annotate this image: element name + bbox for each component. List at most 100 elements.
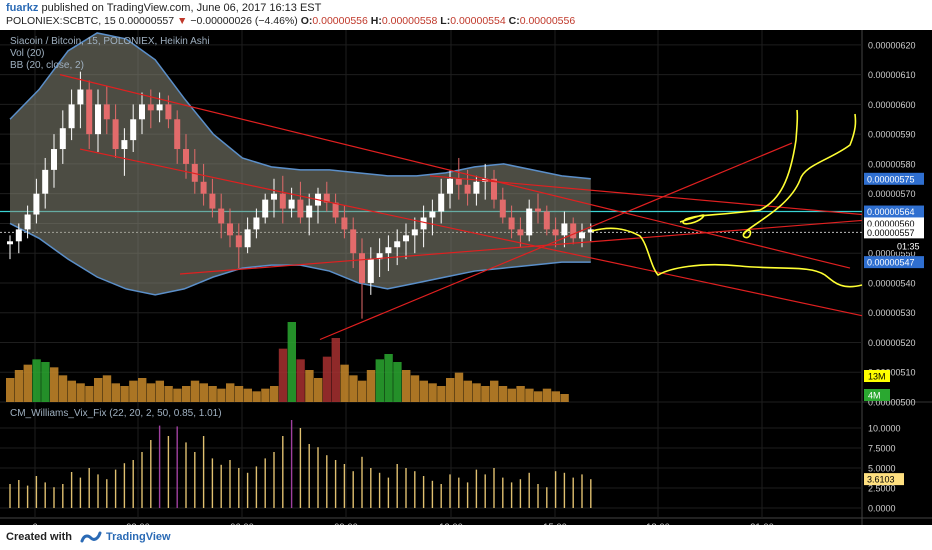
volume-bar bbox=[375, 359, 384, 402]
volume-bar bbox=[120, 386, 129, 402]
candle-body bbox=[306, 205, 313, 218]
volume-bar bbox=[551, 391, 560, 402]
series-title: Siacoin / Bitcoin, 15, POLONIEX, Heikin … bbox=[10, 36, 210, 47]
published-text: published on TradingView.com, June 06, 2… bbox=[38, 2, 322, 14]
candle-body bbox=[147, 104, 154, 111]
volume-bar bbox=[76, 383, 85, 402]
candle-body bbox=[183, 149, 189, 164]
bb-legend: BB (20, close, 2) bbox=[10, 60, 84, 71]
level-price-tag: 0.00000564 bbox=[867, 207, 915, 217]
volume-bar bbox=[481, 386, 490, 402]
candle-body bbox=[209, 193, 216, 209]
freehand-stroke bbox=[742, 113, 857, 239]
chart-svg[interactable]: 0.00000620 0.00000610 0.00000600 0.00000590… bbox=[0, 30, 932, 533]
volume-bar bbox=[41, 362, 50, 402]
candle-body bbox=[499, 199, 506, 218]
volume-bar bbox=[454, 372, 464, 402]
publish-line: fuarkz published on TradingView.com, Jun… bbox=[6, 2, 321, 14]
volume-bar bbox=[164, 386, 173, 402]
author-link[interactable]: fuarkz bbox=[6, 2, 39, 14]
volume-bar bbox=[314, 378, 323, 402]
volume-bar bbox=[358, 380, 367, 402]
candle-body bbox=[15, 229, 22, 242]
candle-body bbox=[552, 229, 559, 236]
volume-bar bbox=[437, 386, 446, 402]
volume-bar bbox=[270, 386, 279, 402]
volume-bar bbox=[305, 370, 314, 402]
vix-last-value: 3.6103 bbox=[867, 475, 895, 485]
candle-body bbox=[429, 211, 436, 218]
volume-bar bbox=[234, 386, 244, 402]
candle-body bbox=[7, 241, 13, 245]
countdown-label: 01:35 bbox=[897, 241, 920, 251]
candle-body bbox=[271, 193, 277, 200]
price-tick-label: 0.00000610 bbox=[868, 70, 916, 80]
volume-bar bbox=[199, 383, 208, 402]
volume-bar bbox=[278, 348, 288, 402]
volume-bar bbox=[428, 383, 437, 402]
open-value: 0.00000556 bbox=[312, 15, 368, 27]
chart-canvas[interactable]: 0.00000620 0.00000610 0.00000600 0.00000590… bbox=[0, 30, 932, 533]
price-tick-label: 0.00000520 bbox=[868, 338, 916, 348]
candle-body bbox=[33, 193, 40, 215]
candle-body bbox=[332, 202, 339, 218]
volume-label-bg bbox=[864, 389, 890, 401]
volume-bar bbox=[14, 370, 24, 402]
candle-body bbox=[350, 229, 357, 254]
candle-body bbox=[112, 119, 119, 150]
volume-bar bbox=[182, 386, 191, 402]
volume-bar bbox=[410, 375, 420, 402]
bb-mid-price-tag: 0.00000560 bbox=[867, 219, 915, 229]
volume-bar bbox=[243, 388, 252, 402]
volume-bar bbox=[296, 359, 305, 402]
candle-body bbox=[359, 253, 365, 283]
volume-bar bbox=[252, 391, 261, 402]
candle-body bbox=[191, 163, 198, 182]
price-change: −0.00000026 (−4.46%) bbox=[190, 15, 298, 27]
level-price-tag-bg bbox=[864, 205, 924, 218]
volume-bar bbox=[111, 383, 120, 402]
volume-bar bbox=[94, 378, 103, 402]
candle-body bbox=[253, 217, 260, 230]
candle-body bbox=[491, 178, 497, 200]
high-label: H: bbox=[370, 15, 382, 27]
symbol-interval: POLONIEX:SCBTC, 15 bbox=[6, 15, 116, 27]
volume-bar bbox=[349, 375, 358, 402]
volume-bar bbox=[129, 380, 138, 402]
candle-body bbox=[579, 232, 585, 239]
candle-body bbox=[367, 259, 374, 283]
candle-body bbox=[411, 229, 418, 236]
volume-bar bbox=[516, 386, 525, 402]
price-tick-label: 0.00000500 bbox=[868, 398, 916, 408]
price-tick-label: 0.00000620 bbox=[868, 40, 916, 50]
volume-bar bbox=[138, 378, 147, 402]
volume-bar bbox=[102, 375, 112, 402]
last-price-tag: 0.00000557 bbox=[867, 228, 915, 238]
candle-body bbox=[86, 89, 93, 135]
volume-bar bbox=[208, 386, 217, 402]
candle-body bbox=[235, 235, 242, 248]
open-label: O: bbox=[300, 15, 313, 27]
vix-tick-label: 5.0000 bbox=[868, 464, 896, 474]
candle-body bbox=[174, 119, 181, 150]
candle-body bbox=[587, 229, 594, 233]
bb-upper-price-tag: 0.00000575 bbox=[867, 174, 915, 184]
candle-body bbox=[288, 199, 295, 209]
volume-bar bbox=[498, 386, 508, 402]
candle-body bbox=[130, 119, 137, 141]
vix-tick-label: 0.0000 bbox=[868, 504, 896, 514]
bb-lower-price-tag: 0.00000547 bbox=[867, 258, 915, 268]
trendline bbox=[79, 148, 863, 317]
tradingview-brand[interactable]: TradingView bbox=[106, 531, 171, 543]
trendline bbox=[319, 142, 793, 341]
volume-bar bbox=[287, 322, 296, 402]
vix-tick-label: 7.5000 bbox=[868, 444, 896, 454]
vix-last-bg bbox=[864, 473, 904, 486]
volume-bar bbox=[419, 380, 428, 402]
volume-bar bbox=[331, 338, 340, 402]
volume-bar bbox=[366, 370, 376, 402]
candle-body bbox=[447, 178, 453, 194]
candle-body bbox=[438, 193, 445, 212]
vix-tick-label: 10.0000 bbox=[868, 424, 901, 434]
price-tick-label: 0.00000550 bbox=[868, 249, 916, 259]
